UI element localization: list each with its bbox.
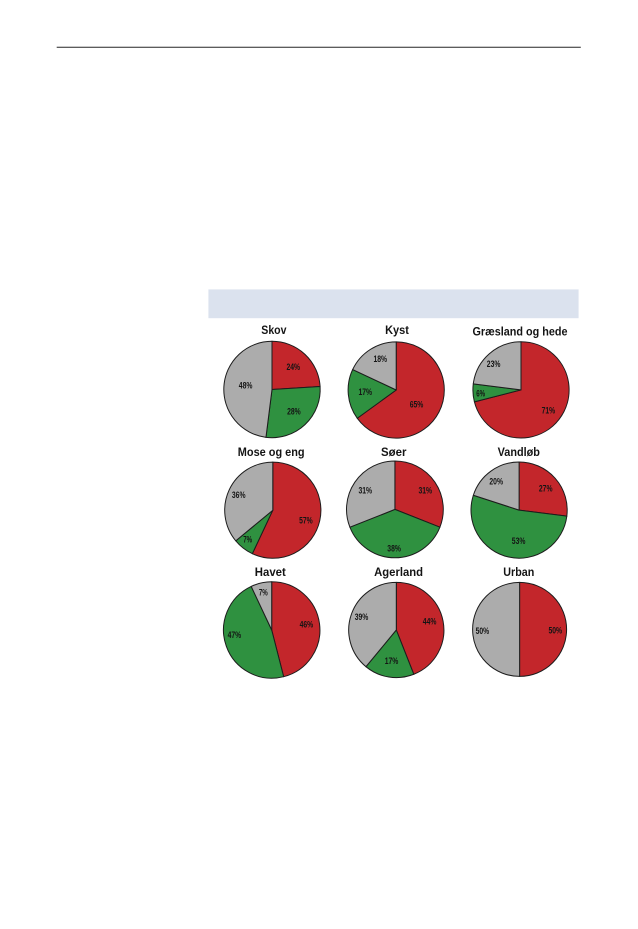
svg-text:20%: 20% (489, 476, 503, 487)
svg-text:Søer: Søer (381, 447, 407, 459)
svg-text:44%: 44% (423, 616, 437, 627)
svg-text:27%: 27% (539, 482, 553, 493)
svg-text:17%: 17% (359, 386, 373, 397)
svg-text:Skov: Skov (261, 325, 287, 337)
svg-text:47%: 47% (228, 629, 242, 640)
svg-text:31%: 31% (359, 485, 373, 496)
svg-text:24%: 24% (287, 361, 301, 372)
svg-text:Urban: Urban (503, 567, 534, 579)
svg-text:Agerland: Agerland (374, 567, 423, 579)
svg-text:39%: 39% (355, 611, 369, 622)
svg-text:31%: 31% (419, 485, 433, 496)
svg-text:46%: 46% (300, 619, 314, 630)
svg-text:Kyst: Kyst (385, 325, 409, 337)
svg-text:48%: 48% (239, 380, 253, 391)
svg-text:71%: 71% (542, 404, 556, 415)
svg-text:7%: 7% (259, 587, 268, 598)
svg-text:50%: 50% (549, 625, 563, 636)
svg-text:Græsland og hede: Græsland og hede (473, 326, 568, 338)
svg-text:7%: 7% (243, 534, 252, 545)
svg-text:23%: 23% (487, 358, 501, 369)
svg-text:Mose og eng: Mose og eng (238, 447, 305, 459)
svg-text:65%: 65% (410, 399, 424, 410)
svg-text:Havet: Havet (255, 567, 286, 579)
svg-text:28%: 28% (287, 405, 301, 416)
svg-text:38%: 38% (387, 542, 401, 553)
svg-text:6%: 6% (476, 388, 485, 399)
svg-text:53%: 53% (512, 535, 526, 546)
svg-text:17%: 17% (385, 655, 399, 666)
svg-text:50%: 50% (476, 625, 490, 636)
svg-text:Vandløb: Vandløb (498, 447, 540, 459)
svg-text:36%: 36% (232, 489, 246, 500)
svg-text:57%: 57% (299, 514, 313, 525)
svg-text:18%: 18% (374, 353, 388, 364)
